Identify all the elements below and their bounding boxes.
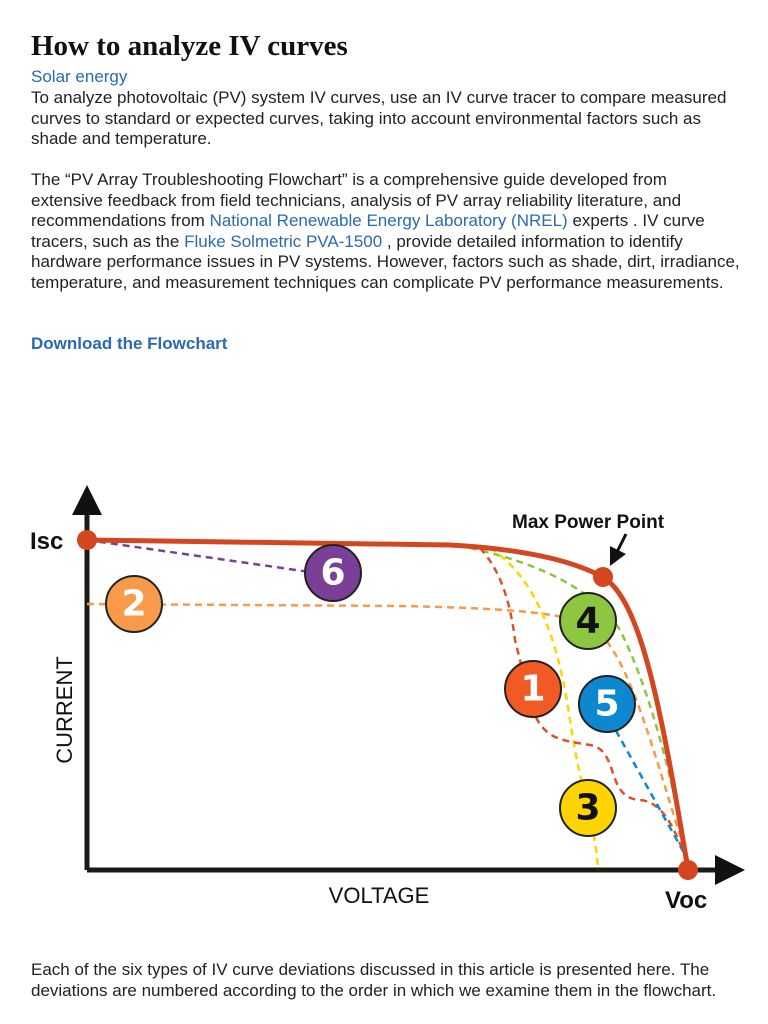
mpp-point (593, 567, 613, 587)
download-link[interactable]: Download the Flowchart (31, 334, 228, 353)
isc-label: Isc (30, 528, 63, 555)
download-wrap: Download the Flowchart (31, 334, 741, 355)
text: The “PV Array Troubleshooting Flowchart”… (31, 170, 682, 230)
marker-circle (578, 675, 636, 733)
fluke-link[interactable]: Fluke Solmetric PVA-1500 (184, 231, 383, 251)
body-paragraph: The “PV Array Troubleshooting Flowchart”… (31, 170, 741, 293)
title: How to analyze IV curves (31, 30, 348, 62)
marker-circle (559, 592, 617, 650)
marker-circle (105, 575, 163, 633)
y-axis-label: CURRENT (52, 656, 77, 764)
voc-point (678, 860, 698, 880)
voc-label: Voc (665, 887, 707, 914)
intro: To analyze photovoltaic (PV) system IV c… (31, 88, 727, 148)
marker-circle (559, 779, 617, 837)
curve-5 (608, 719, 690, 861)
category-link[interactable]: Solar energy (31, 67, 128, 86)
text: , provide detailed information to identi… (31, 231, 740, 292)
category-wrap: Solar energy (31, 67, 741, 88)
nrel-link[interactable]: National Renewable Energy Laboratory (NR… (209, 211, 568, 230)
text: experts . IV curve tracers, such as the (31, 211, 705, 251)
mpp-arrow (609, 533, 628, 567)
mpp-label: Max Power Point (512, 512, 665, 533)
marker-label: 6 (320, 553, 345, 594)
closing: Each of the six types of IV curve deviat… (31, 960, 717, 1000)
marker-label: 4 (575, 601, 600, 642)
marker-circle (504, 660, 562, 718)
curve-1 (479, 547, 690, 861)
iv-diagram: Isc Voc Max Power Point VOLTAGE CURRENT … (30, 485, 745, 914)
curve-6 (86, 538, 311, 574)
marker-label: 5 (594, 684, 619, 725)
x-axis-label: VOLTAGE (329, 883, 430, 908)
marker-label: 2 (121, 584, 146, 625)
isc-point (77, 530, 97, 550)
marker-label: 3 (575, 788, 600, 829)
marker-label: 1 (520, 669, 545, 710)
marker-circle (304, 544, 362, 602)
